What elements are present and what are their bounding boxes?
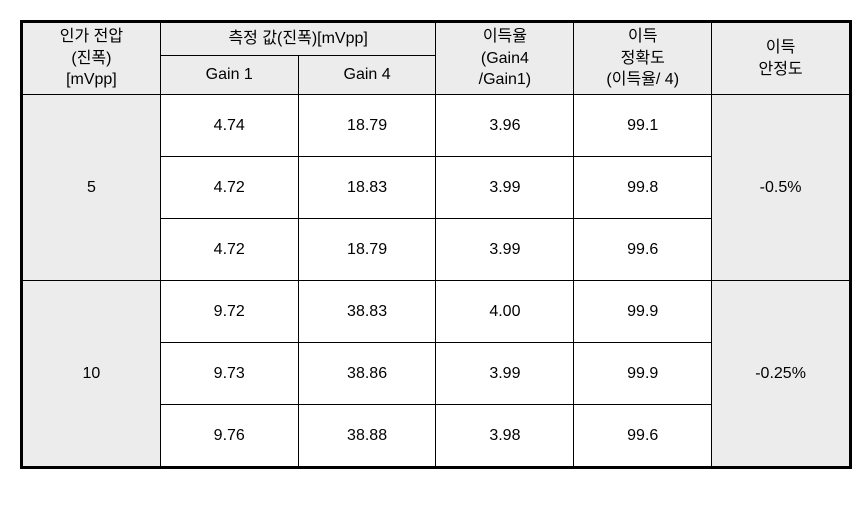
cell-accuracy: 99.6 bbox=[574, 405, 712, 467]
cell-ratio: 4.00 bbox=[436, 281, 574, 343]
gain-measurement-table: 인가 전압 (진폭) [mVpp] 측정 값(진폭)[mVpp] 이득율 (Ga… bbox=[20, 20, 852, 469]
header-voltage-l3: [mVpp] bbox=[66, 71, 117, 88]
data-table: 인가 전압 (진폭) [mVpp] 측정 값(진폭)[mVpp] 이득율 (Ga… bbox=[22, 22, 850, 467]
cell-gain4: 38.88 bbox=[298, 405, 436, 467]
header-accuracy-l1: 이득 bbox=[628, 28, 657, 45]
header-ratio-l2: (Gain4 bbox=[481, 50, 529, 67]
cell-gain1: 9.73 bbox=[160, 343, 298, 405]
header-voltage-l1: 인가 전압 bbox=[60, 28, 123, 45]
header-stability-l2: 안정도 bbox=[758, 61, 802, 78]
cell-stability: -0.5% bbox=[712, 95, 850, 281]
cell-gain4: 38.83 bbox=[298, 281, 436, 343]
cell-ratio: 3.96 bbox=[436, 95, 574, 157]
cell-ratio: 3.98 bbox=[436, 405, 574, 467]
cell-ratio: 3.99 bbox=[436, 157, 574, 219]
header-accuracy: 이득 정확도 (이득율/ 4) bbox=[574, 23, 712, 95]
cell-gain1: 4.74 bbox=[160, 95, 298, 157]
cell-voltage: 10 bbox=[23, 281, 161, 467]
header-measured: 측정 값(진폭)[mVpp] bbox=[160, 23, 436, 56]
cell-gain4: 18.83 bbox=[298, 157, 436, 219]
cell-voltage: 5 bbox=[23, 95, 161, 281]
header-ratio-l3: /Gain1) bbox=[479, 71, 531, 88]
cell-accuracy: 99.8 bbox=[574, 157, 712, 219]
cell-gain1: 9.72 bbox=[160, 281, 298, 343]
cell-stability: -0.25% bbox=[712, 281, 850, 467]
cell-accuracy: 99.1 bbox=[574, 95, 712, 157]
cell-ratio: 3.99 bbox=[436, 219, 574, 281]
header-stability: 이득 안정도 bbox=[712, 23, 850, 95]
header-gain1: Gain 1 bbox=[160, 56, 298, 95]
table-row: 10 9.72 38.83 4.00 99.9 -0.25% bbox=[23, 281, 850, 343]
cell-gain1: 4.72 bbox=[160, 219, 298, 281]
cell-accuracy: 99.9 bbox=[574, 281, 712, 343]
header-accuracy-l3: (이득율/ 4) bbox=[606, 71, 679, 88]
table-row: 5 4.74 18.79 3.96 99.1 -0.5% bbox=[23, 95, 850, 157]
cell-gain4: 18.79 bbox=[298, 95, 436, 157]
header-stability-l1: 이득 bbox=[766, 39, 795, 56]
header-row-1: 인가 전압 (진폭) [mVpp] 측정 값(진폭)[mVpp] 이득율 (Ga… bbox=[23, 23, 850, 56]
cell-accuracy: 99.9 bbox=[574, 343, 712, 405]
header-ratio: 이득율 (Gain4 /Gain1) bbox=[436, 23, 574, 95]
header-ratio-l1: 이득율 bbox=[483, 28, 527, 45]
cell-gain1: 4.72 bbox=[160, 157, 298, 219]
cell-gain4: 18.79 bbox=[298, 219, 436, 281]
header-accuracy-l2: 정확도 bbox=[621, 50, 665, 67]
header-voltage: 인가 전압 (진폭) [mVpp] bbox=[23, 23, 161, 95]
cell-ratio: 3.99 bbox=[436, 343, 574, 405]
cell-gain1: 9.76 bbox=[160, 405, 298, 467]
header-voltage-l2: (진폭) bbox=[71, 50, 111, 67]
cell-gain4: 38.86 bbox=[298, 343, 436, 405]
cell-accuracy: 99.6 bbox=[574, 219, 712, 281]
header-gain4: Gain 4 bbox=[298, 56, 436, 95]
